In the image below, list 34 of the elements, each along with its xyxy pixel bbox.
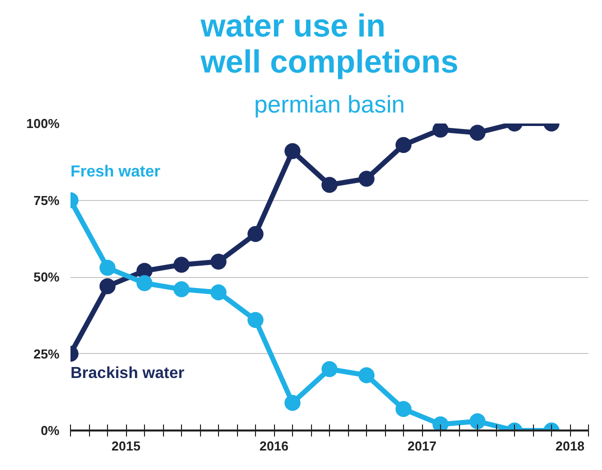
point [432, 416, 448, 430]
y-tick-label: 25% [33, 346, 60, 362]
point [396, 401, 412, 417]
x-tick-label: 2016 [260, 438, 288, 454]
point [136, 275, 152, 292]
point [210, 284, 226, 300]
point [100, 260, 116, 276]
point [322, 176, 338, 193]
x-tick-label: 2015 [112, 438, 140, 454]
point [322, 361, 338, 378]
point [432, 124, 448, 138]
y-tick-label: 0% [40, 423, 60, 438]
x-tick-label: 2017 [408, 438, 436, 454]
x-tick-label: 2018 [556, 438, 584, 454]
series-label: Brackish water [70, 364, 184, 382]
y-tick-label: 50% [33, 270, 60, 284]
chart-subtitle: permian basin [254, 92, 405, 118]
point [358, 170, 374, 187]
chart-title: water use in well completions [200, 8, 458, 80]
series-label: Fresh water [70, 163, 160, 180]
point [174, 281, 190, 298]
point [248, 226, 264, 242]
point [358, 367, 374, 384]
point [396, 137, 412, 153]
point [284, 143, 300, 160]
y-tick-label: 75% [33, 192, 60, 208]
point [470, 124, 486, 141]
y-tick-label: 100% [26, 116, 60, 131]
point [100, 278, 116, 294]
point [174, 256, 190, 273]
point [248, 312, 264, 328]
point [284, 394, 300, 411]
point [210, 254, 226, 270]
point [470, 413, 486, 430]
